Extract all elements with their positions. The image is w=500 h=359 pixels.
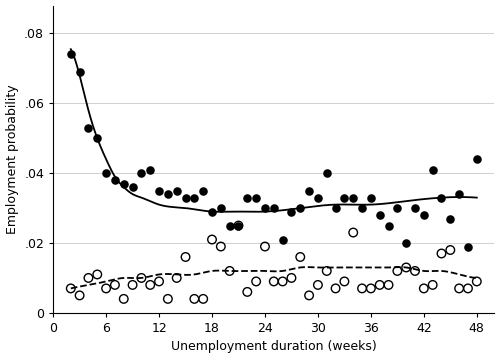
Point [278, 279, 286, 284]
Point [305, 188, 313, 194]
Point [76, 293, 84, 298]
Point [261, 205, 269, 211]
Point [411, 205, 419, 211]
Point [349, 195, 357, 200]
Point [314, 282, 322, 288]
Point [190, 296, 198, 302]
Point [120, 181, 128, 187]
Point [367, 195, 375, 200]
Point [455, 191, 463, 197]
Point [208, 209, 216, 214]
Point [305, 293, 313, 298]
Point [464, 244, 472, 250]
Point [128, 184, 136, 190]
Point [102, 285, 110, 291]
Point [473, 279, 481, 284]
Point [278, 237, 286, 242]
Point [428, 282, 436, 288]
Point [244, 195, 252, 200]
Point [446, 247, 454, 253]
Point [358, 285, 366, 291]
Point [128, 282, 136, 288]
Point [146, 282, 154, 288]
Point [455, 285, 463, 291]
Point [464, 285, 472, 291]
Point [322, 268, 330, 274]
Point [182, 254, 190, 260]
Point [438, 251, 446, 256]
Point [349, 230, 357, 236]
Point [146, 167, 154, 173]
Point [332, 205, 340, 211]
Point [270, 279, 278, 284]
Point [190, 195, 198, 200]
Point [367, 285, 375, 291]
Point [420, 212, 428, 218]
Point [94, 271, 102, 277]
Point [94, 135, 102, 141]
Point [226, 223, 234, 228]
Point [296, 205, 304, 211]
X-axis label: Unemployment duration (weeks): Unemployment duration (weeks) [171, 340, 376, 354]
Point [164, 296, 172, 302]
Point [102, 170, 110, 176]
Point [384, 282, 392, 288]
Point [84, 125, 92, 131]
Point [155, 188, 163, 194]
Point [358, 205, 366, 211]
Point [217, 244, 225, 250]
Point [155, 279, 163, 284]
Point [376, 212, 384, 218]
Point [208, 237, 216, 242]
Point [172, 188, 180, 194]
Point [394, 268, 402, 274]
Point [252, 279, 260, 284]
Point [332, 285, 340, 291]
Point [270, 205, 278, 211]
Point [420, 285, 428, 291]
Point [402, 265, 410, 270]
Point [394, 205, 402, 211]
Y-axis label: Employment probability: Employment probability [6, 84, 18, 234]
Point [111, 177, 119, 183]
Point [376, 282, 384, 288]
Point [199, 296, 207, 302]
Point [182, 195, 190, 200]
Point [120, 296, 128, 302]
Point [411, 268, 419, 274]
Point [402, 240, 410, 246]
Point [322, 170, 330, 176]
Point [438, 195, 446, 200]
Point [84, 275, 92, 281]
Point [226, 268, 234, 274]
Point [138, 170, 145, 176]
Point [446, 216, 454, 222]
Point [67, 285, 75, 291]
Point [261, 244, 269, 250]
Point [199, 188, 207, 194]
Point [244, 289, 252, 295]
Point [296, 254, 304, 260]
Point [473, 156, 481, 162]
Point [217, 205, 225, 211]
Point [340, 279, 348, 284]
Point [288, 209, 296, 214]
Point [111, 282, 119, 288]
Point [288, 275, 296, 281]
Point [340, 195, 348, 200]
Point [384, 223, 392, 228]
Point [252, 195, 260, 200]
Point [314, 195, 322, 200]
Point [172, 275, 180, 281]
Point [76, 69, 84, 75]
Point [138, 275, 145, 281]
Point [234, 223, 242, 228]
Point [67, 52, 75, 57]
Point [234, 223, 242, 228]
Point [428, 167, 436, 173]
Point [164, 191, 172, 197]
